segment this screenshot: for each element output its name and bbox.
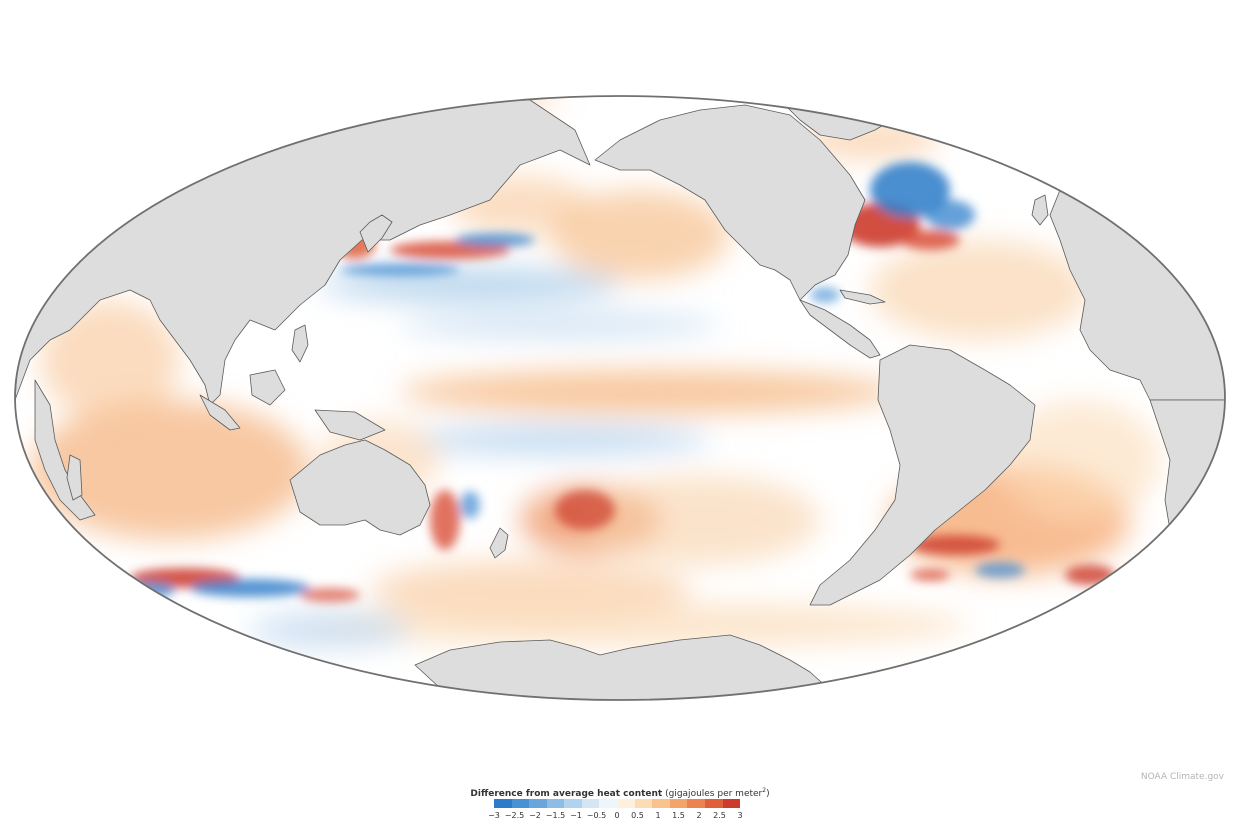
legend: Difference from average heat content (gi… [470,787,770,820]
credit-text: NOAA Climate.gov [1140,772,1224,782]
landmass-sumatra [199,394,241,431]
legend-swatch [669,799,688,808]
legend-tick-label: −2.5 [504,811,525,820]
legend-swatch [546,799,565,808]
legend-color-bar [494,799,741,808]
legend-swatch [581,799,600,808]
legend-tick-label: 1 [655,811,661,820]
landmass-philippines [291,324,309,363]
legend-ticks: −3 −2.5 −2 −1.5 −1 −0.5 0 0.5 1 1.5 2 2.5 3 [488,811,743,821]
globe-outline [14,95,1226,701]
legend-tick-label: 2.5 [713,811,726,820]
legend-title-bold: Difference from average heat content [470,789,663,799]
landmass-australia [289,439,431,536]
landmass-new-guinea [314,409,386,441]
landmass-new-zealand [489,527,509,559]
landmass-japan [359,214,393,253]
legend-tick-label: −1 [570,811,582,820]
legend-tick-label: −1.5 [545,811,566,820]
landmass-cuba [839,289,886,305]
landmass-antarctica [414,634,831,700]
legend-swatch [564,799,582,808]
legend-swatch [511,799,530,808]
legend-tick-label: 0.5 [631,811,644,820]
landmass-north-america [594,104,866,301]
legend-swatch [634,799,653,808]
legend-title-close: ) [766,789,770,799]
legend-swatch [652,799,670,808]
landmass-uk [1031,194,1049,226]
legend-tick-label: 2 [696,811,702,820]
legend-tick-label: −2 [529,811,541,820]
legend-tick-label: 0 [614,811,620,820]
legend-swatch [617,799,635,808]
legend-tick-label: 1.5 [672,811,685,820]
legend-swatch [529,799,547,808]
landmass-madagascar [66,454,83,501]
landmass-africa [34,379,96,521]
legend-title: Difference from average heat content (gi… [470,787,770,799]
legend-swatch [687,799,705,808]
legend-swatch [722,799,741,808]
legend-swatch [494,799,512,808]
legend-title-sup: 2 [762,787,767,794]
landmass-central-america [799,299,881,359]
legend-swatch [599,799,618,808]
landmass-borneo [249,369,286,406]
legend-tick-label: −3 [488,811,500,820]
legend-swatch [704,799,723,808]
legend-tick-label: 3 [737,811,743,820]
legend-tick-label: −0.5 [586,811,607,820]
landmass-south-america [809,344,1036,606]
legend-title-units: (gigajoules per meter [665,789,763,799]
